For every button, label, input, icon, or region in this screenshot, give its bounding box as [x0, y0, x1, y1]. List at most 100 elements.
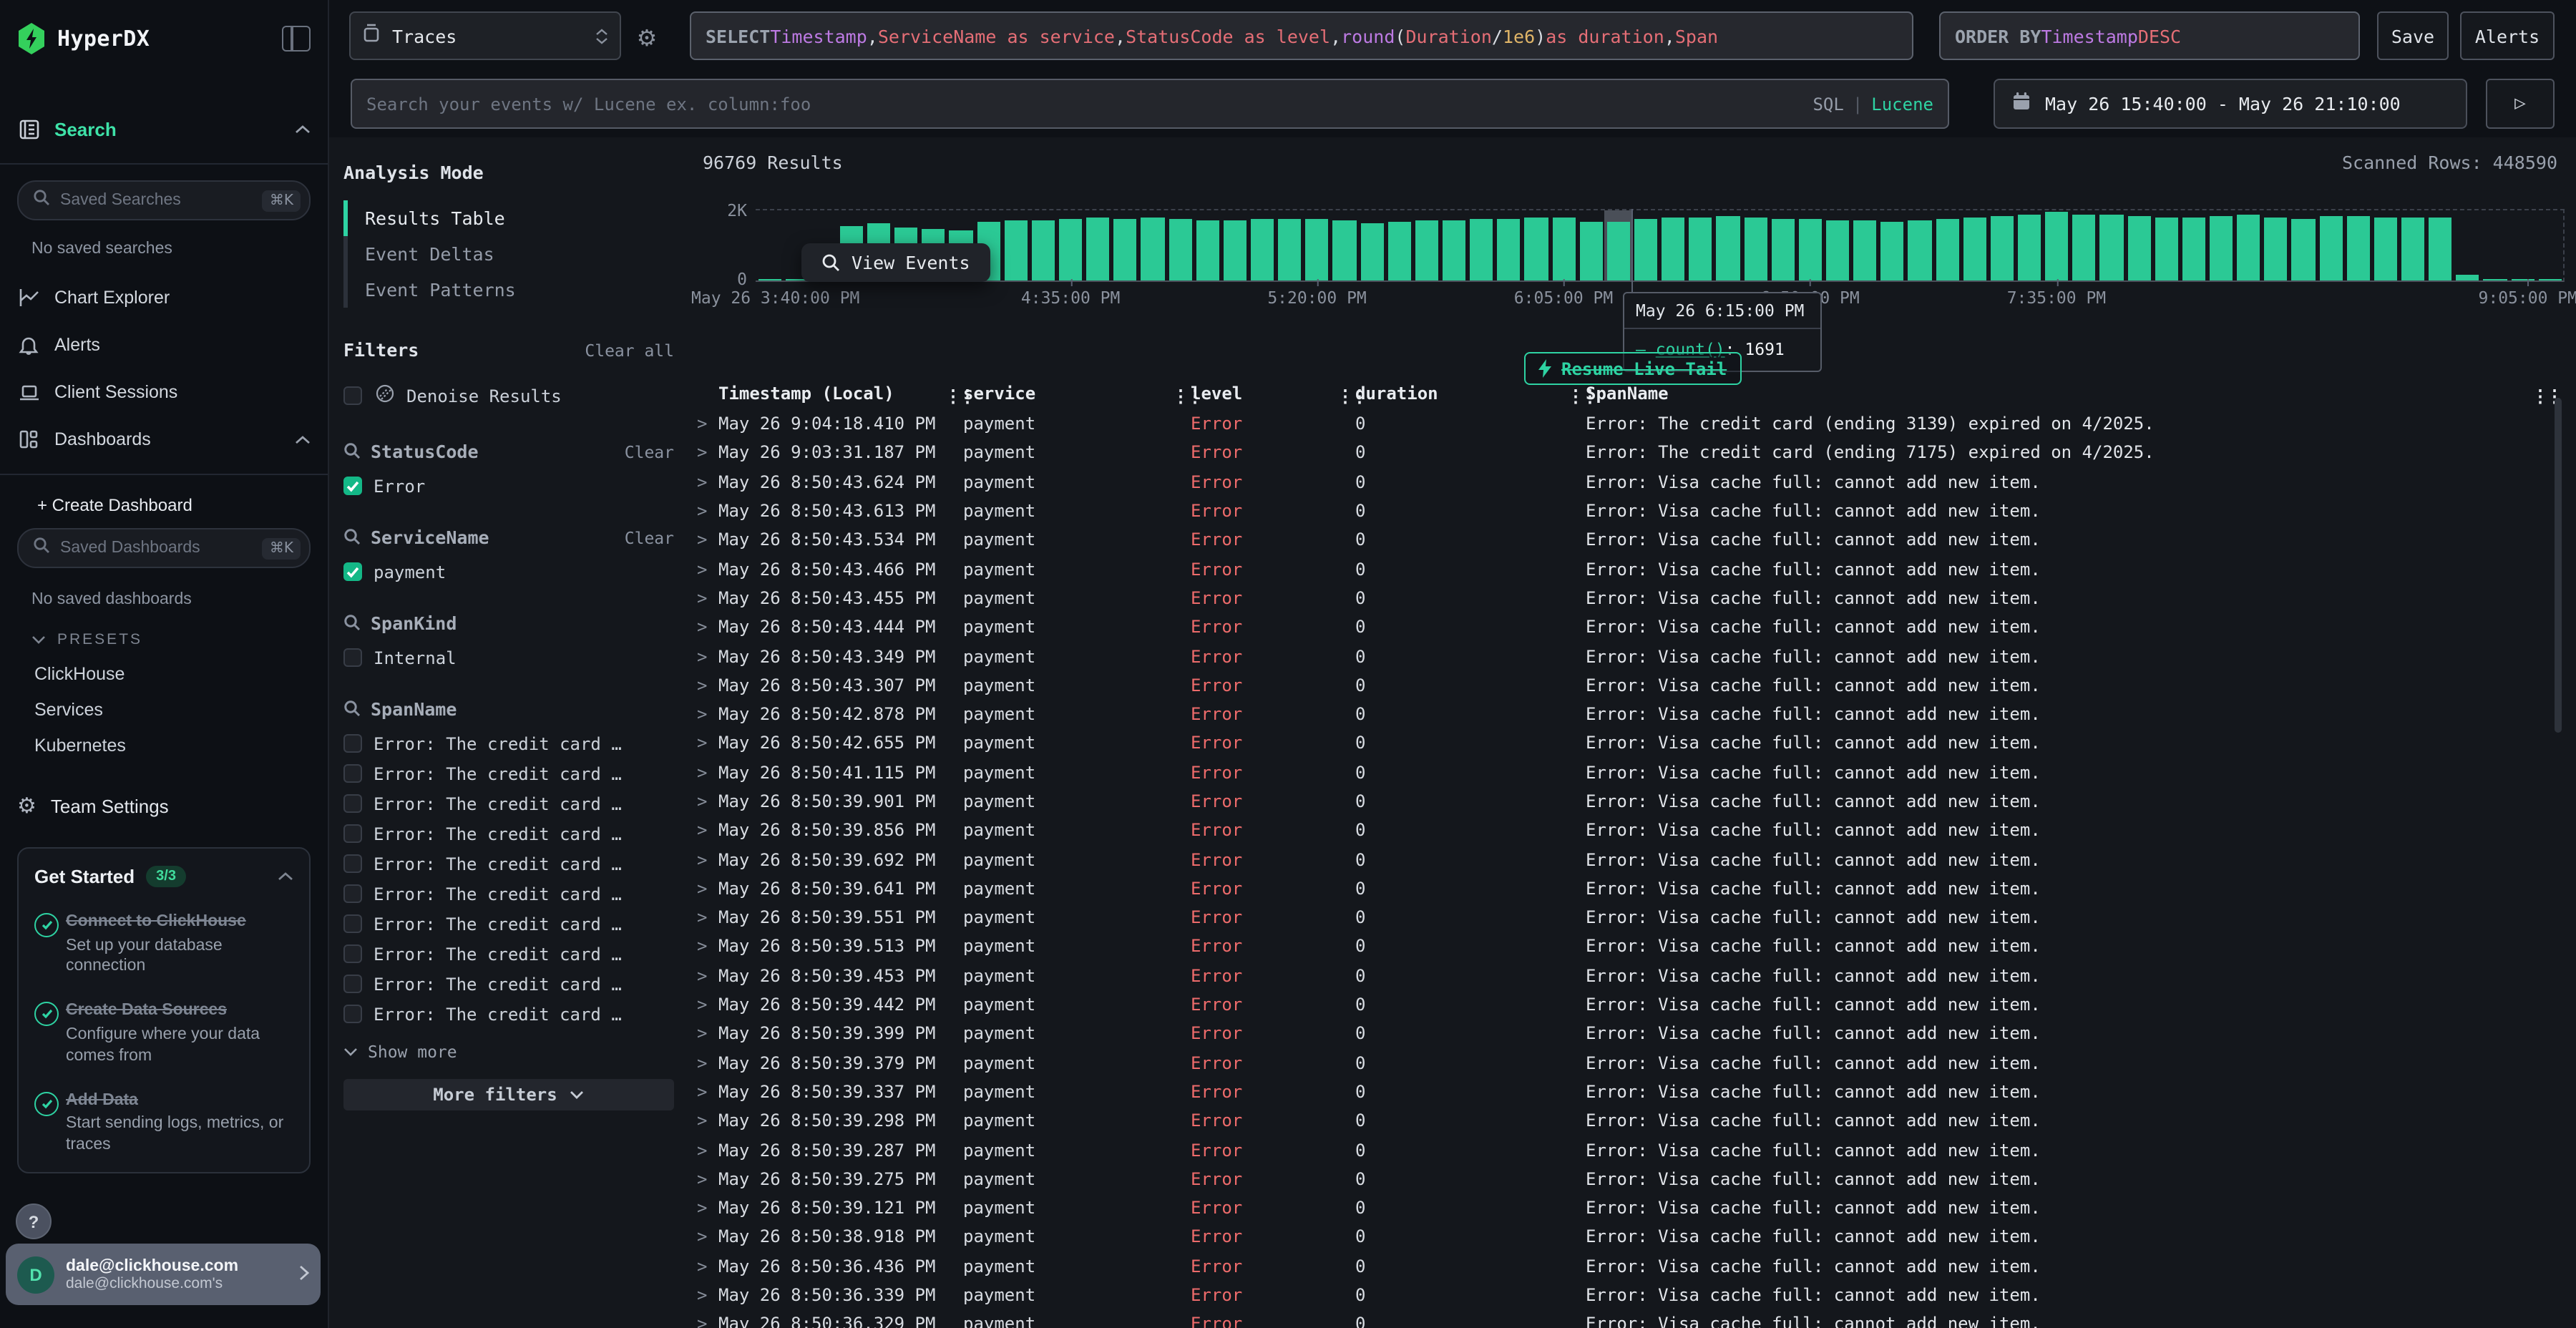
row-expand-chevron-icon[interactable]: >	[697, 1227, 707, 1247]
table-row[interactable]: >May 26 8:50:42.655 PMpaymentError0Error…	[687, 729, 2563, 758]
show-more-link[interactable]: Show more	[343, 1042, 674, 1062]
analysis-mode-results-table[interactable]: Results Table	[348, 200, 674, 236]
saved-dashboards-input[interactable]: Saved Dashboards ⌘K	[17, 528, 311, 568]
row-expand-chevron-icon[interactable]: >	[697, 501, 707, 521]
histogram[interactable]	[756, 209, 2565, 282]
row-expand-chevron-icon[interactable]: >	[697, 879, 707, 899]
row-expand-chevron-icon[interactable]: >	[697, 995, 707, 1015]
clear-filter-link[interactable]: Clear	[625, 441, 674, 462]
row-expand-chevron-icon[interactable]: >	[697, 733, 707, 753]
presets-toggle[interactable]: PRESETS	[31, 631, 311, 648]
toggle-lucene[interactable]: Lucene	[1871, 94, 1933, 114]
lucene-search-input[interactable]: Search your events w/ Lucene ex. column:…	[351, 79, 1949, 129]
table-row[interactable]: >May 26 9:04:18.410 PMpaymentError0Error…	[687, 409, 2563, 439]
preset-clickhouse[interactable]: ClickHouse	[34, 664, 311, 684]
table-row[interactable]: >May 26 8:50:39.379 PMpaymentError0Error…	[687, 1048, 2563, 1078]
checkbox[interactable]	[343, 734, 362, 753]
col-level[interactable]: level	[1191, 384, 1242, 404]
table-row[interactable]: >May 26 8:50:39.298 PMpaymentError0Error…	[687, 1106, 2563, 1136]
table-row[interactable]: >May 26 8:50:36.436 PMpaymentError0Error…	[687, 1251, 2563, 1281]
row-expand-chevron-icon[interactable]: >	[697, 704, 707, 724]
row-expand-chevron-icon[interactable]: >	[697, 530, 707, 550]
filter-option[interactable]: Error: The credit card …	[343, 914, 674, 933]
alerts-button[interactable]: Alerts	[2460, 11, 2555, 60]
table-row[interactable]: >May 26 8:50:39.692 PMpaymentError0Error…	[687, 845, 2563, 874]
toggle-sql[interactable]: SQL	[1813, 94, 1843, 114]
col-spanname[interactable]: SpanName	[1586, 384, 1669, 404]
row-expand-chevron-icon[interactable]: >	[697, 966, 707, 986]
row-expand-chevron-icon[interactable]: >	[697, 675, 707, 695]
get-started-step-add-data[interactable]: Add DataStart sending logs, metrics, or …	[34, 1086, 293, 1157]
checkbox[interactable]	[343, 824, 362, 843]
row-expand-chevron-icon[interactable]: >	[697, 1285, 707, 1305]
filter-option[interactable]: Error: The credit card …	[343, 884, 674, 903]
checkbox[interactable]	[343, 884, 362, 903]
filter-option[interactable]: Error: The credit card …	[343, 794, 674, 813]
col-timestamp[interactable]: Timestamp (Local)	[718, 384, 894, 404]
sidebar-item-team-settings[interactable]: ⚙ Team Settings	[17, 793, 311, 819]
table-row[interactable]: >May 26 8:50:39.399 PMpaymentError0Error…	[687, 1019, 2563, 1048]
help-button[interactable]: ?	[16, 1204, 52, 1239]
checkbox[interactable]	[343, 562, 362, 581]
checkbox[interactable]	[343, 944, 362, 963]
row-expand-chevron-icon[interactable]: >	[697, 762, 707, 782]
table-row[interactable]: >May 26 8:50:43.307 PMpaymentError0Error…	[687, 670, 2563, 700]
clear-all-link[interactable]: Clear all	[585, 341, 674, 361]
table-row[interactable]: >May 26 8:50:43.455 PMpaymentError0Error…	[687, 584, 2563, 613]
get-started-step-connect[interactable]: Connect to ClickHouseSet up your databas…	[34, 907, 293, 978]
table-row[interactable]: >May 26 9:03:31.187 PMpaymentError0Error…	[687, 439, 2563, 468]
more-filters-button[interactable]: More filters	[343, 1079, 674, 1110]
get-started-step-sources[interactable]: Create Data SourcesConfigure where your …	[34, 997, 293, 1068]
col-service[interactable]: service	[963, 384, 1035, 404]
row-expand-chevron-icon[interactable]: >	[697, 1111, 707, 1131]
table-row[interactable]: >May 26 8:50:39.337 PMpaymentError0Error…	[687, 1078, 2563, 1107]
filter-option[interactable]: Error: The credit card …	[343, 854, 674, 873]
denoise-results-checkbox[interactable]: Denoise Results	[343, 382, 674, 409]
row-expand-chevron-icon[interactable]: >	[697, 1169, 707, 1189]
table-row[interactable]: >May 26 8:50:39.551 PMpaymentError0Error…	[687, 903, 2563, 932]
chevron-up-icon[interactable]	[278, 863, 293, 889]
table-row[interactable]: >May 26 8:50:41.115 PMpaymentError0Error…	[687, 758, 2563, 787]
table-row[interactable]: >May 26 8:50:43.613 PMpaymentError0Error…	[687, 497, 2563, 526]
live-tail-play-button[interactable]: ▷	[2486, 79, 2555, 129]
table-row[interactable]: >May 26 8:50:36.329 PMpaymentError0Error…	[687, 1309, 2563, 1328]
row-expand-chevron-icon[interactable]: >	[697, 1314, 707, 1328]
sidebar-item-client-sessions[interactable]: Client Sessions	[17, 372, 311, 412]
row-expand-chevron-icon[interactable]: >	[697, 937, 707, 957]
checkbox[interactable]	[343, 794, 362, 813]
preset-kubernetes[interactable]: Kubernetes	[34, 736, 311, 756]
table-row[interactable]: >May 26 8:50:43.534 PMpaymentError0Error…	[687, 525, 2563, 555]
table-row[interactable]: >May 26 8:50:42.878 PMpaymentError0Error…	[687, 700, 2563, 729]
table-row[interactable]: >May 26 8:50:43.466 PMpaymentError0Error…	[687, 555, 2563, 584]
table-row[interactable]: >May 26 8:50:39.121 PMpaymentError0Error…	[687, 1193, 2563, 1223]
clear-filter-link[interactable]: Clear	[625, 527, 674, 547]
table-row[interactable]: >May 26 8:50:39.442 PMpaymentError0Error…	[687, 990, 2563, 1020]
user-menu[interactable]: D dale@clickhouse.com dale@clickhouse.co…	[6, 1244, 321, 1305]
row-expand-chevron-icon[interactable]: >	[697, 1024, 707, 1044]
table-row[interactable]: >May 26 8:50:39.901 PMpaymentError0Error…	[687, 787, 2563, 816]
checkbox[interactable]	[343, 914, 362, 933]
table-row[interactable]: >May 26 8:50:39.641 PMpaymentError0Error…	[687, 874, 2563, 904]
row-expand-chevron-icon[interactable]: >	[697, 443, 707, 463]
order-by-editor[interactable]: ORDER BY Timestamp DESC	[1939, 11, 2360, 60]
checkbox[interactable]	[343, 854, 362, 873]
row-expand-chevron-icon[interactable]: >	[697, 646, 707, 666]
sidebar-item-dashboards[interactable]: Dashboards	[17, 419, 311, 459]
checkbox[interactable]	[343, 1005, 362, 1023]
analysis-mode-event-deltas[interactable]: Event Deltas	[348, 236, 674, 272]
filter-option[interactable]: Error: The credit card …	[343, 734, 674, 753]
sidebar-item-alerts[interactable]: Alerts	[17, 325, 311, 365]
sidebar-collapse-icon[interactable]	[282, 26, 311, 52]
sidebar-item-search[interactable]: Search	[17, 109, 311, 149]
row-expand-chevron-icon[interactable]: >	[697, 1082, 707, 1102]
row-expand-chevron-icon[interactable]: >	[697, 791, 707, 811]
filter-option[interactable]: Error	[343, 477, 674, 495]
checkbox[interactable]	[343, 764, 362, 783]
table-row[interactable]: >May 26 8:50:39.856 PMpaymentError0Error…	[687, 816, 2563, 845]
filter-option[interactable]: payment	[343, 562, 674, 581]
table-row[interactable]: >May 26 8:50:39.275 PMpaymentError0Error…	[687, 1164, 2563, 1193]
row-expand-chevron-icon[interactable]: >	[697, 1053, 707, 1073]
checkbox[interactable]	[343, 477, 362, 495]
checkbox[interactable]	[343, 386, 362, 405]
checkbox[interactable]	[343, 975, 362, 993]
